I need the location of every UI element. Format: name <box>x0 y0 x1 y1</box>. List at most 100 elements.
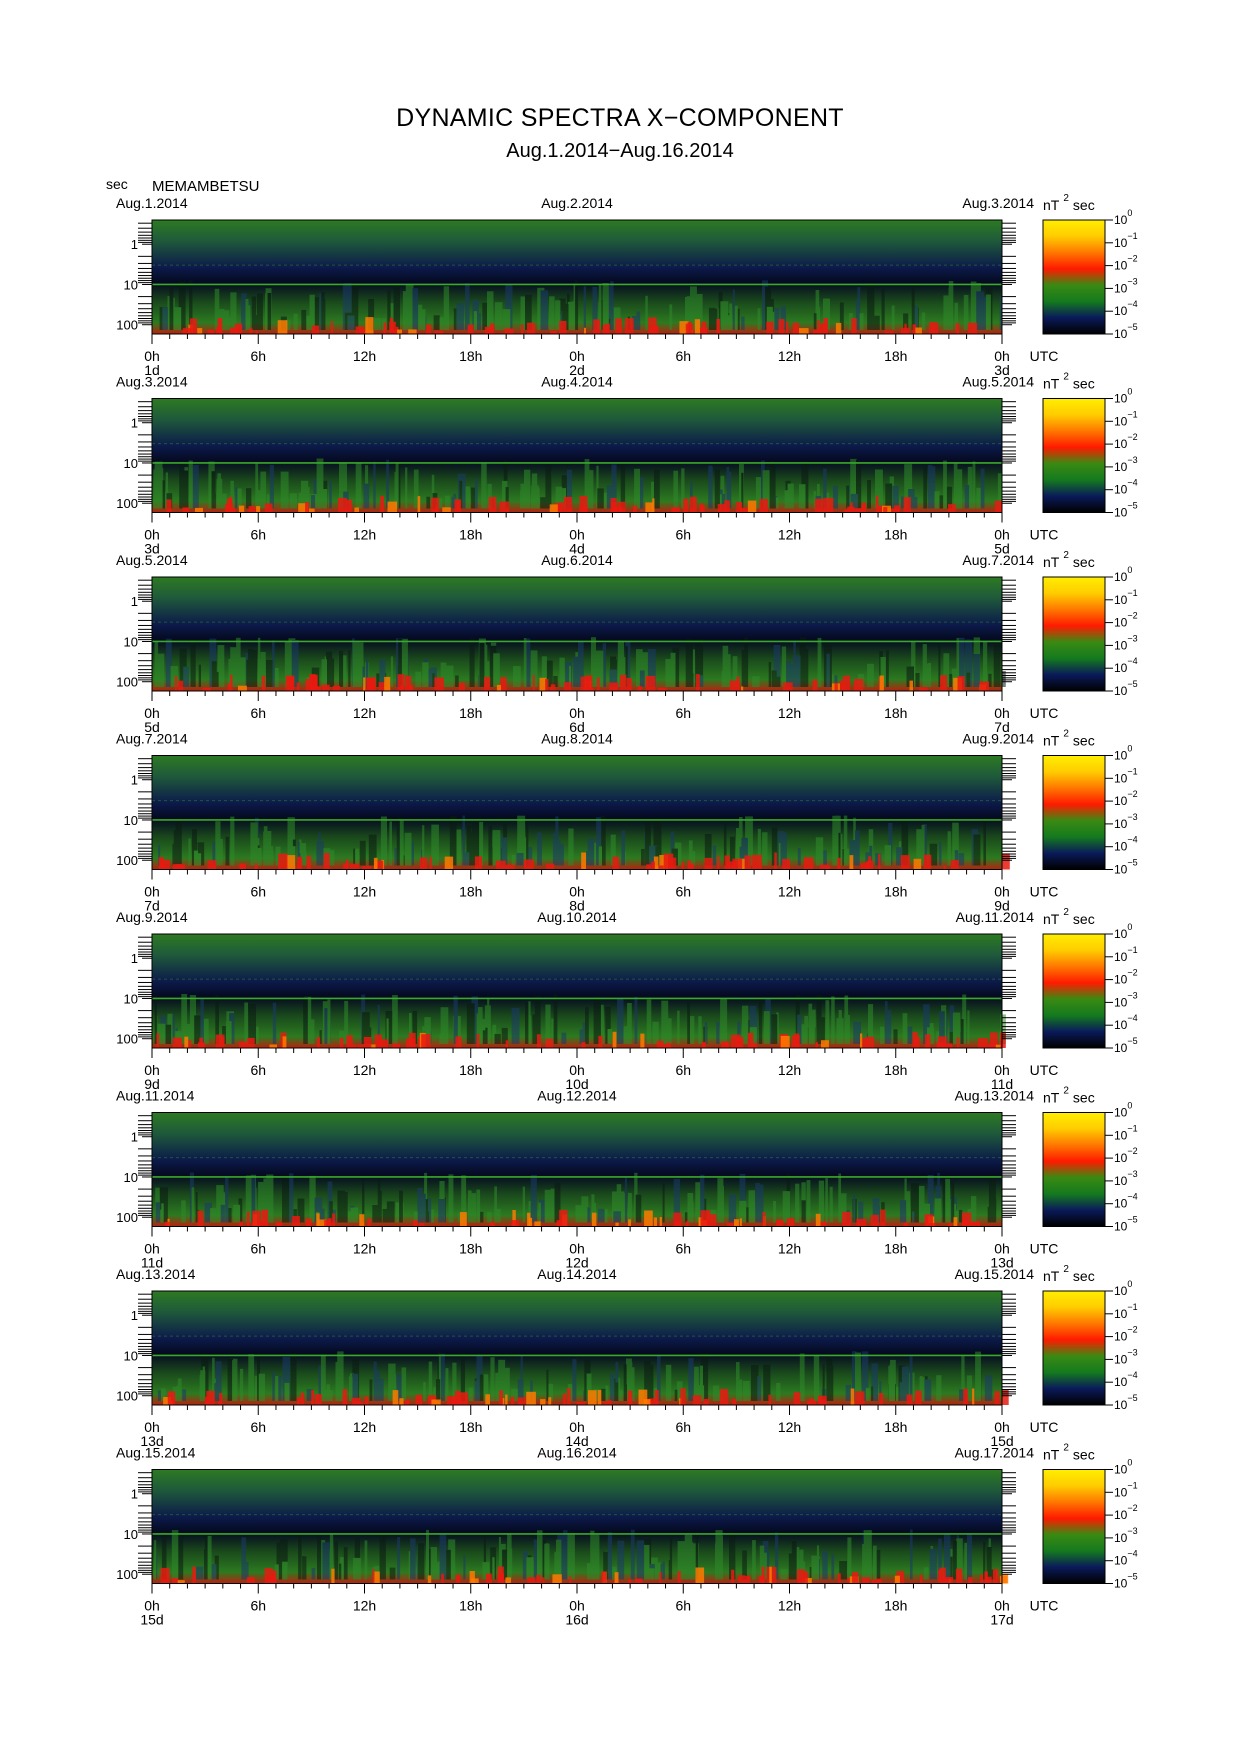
colorbar: nT 2 sec 100 10−1 10−2 10−3 10−4 10−5 <box>1042 193 1138 341</box>
day-label: 12d <box>565 1255 588 1271</box>
x-tick-label: 0h <box>569 1598 585 1614</box>
y-axis: 1 10 100 <box>116 1293 1016 1404</box>
y-axis: 1 10 100 <box>116 758 1016 868</box>
panel-date-right: Aug.11.2014 <box>956 909 1035 925</box>
x-tick-label: 6h <box>675 1062 691 1078</box>
x-tick-label: 6h <box>250 1598 266 1614</box>
colorbar-tick-label: 10−5 <box>1114 1572 1138 1591</box>
colorbar-tick-label: 10−3 <box>1114 455 1138 474</box>
x-tick-label: 6h <box>675 884 691 900</box>
colorbar-tick-label: 10−2 <box>1114 1503 1138 1522</box>
colorbar-tick-label: 100 <box>1114 1458 1132 1477</box>
colorbar-unit: nT 2 sec <box>1043 1264 1095 1284</box>
x-axis-unit: UTC <box>1030 1598 1059 1614</box>
x-tick-label: 0h <box>994 1241 1010 1257</box>
y-tick-label: 100 <box>116 853 138 868</box>
x-axis: 0h 6h 12h 18h 0h 6h 12h 18h 0h UTC 3d 4d 5d <box>144 512 1059 557</box>
low-frequency-noise <box>166 495 1003 513</box>
x-tick-label: 12h <box>778 1062 801 1078</box>
x-tick-label: 6h <box>675 705 691 721</box>
x-tick-label: 0h <box>569 527 585 543</box>
x-tick-label: 0h <box>994 1062 1010 1078</box>
colorbar-tick-label: 10−4 <box>1114 299 1138 318</box>
spectrogram-image <box>152 398 1002 513</box>
panel-date-left: Aug.7.2014 <box>116 731 188 747</box>
spectrogram-panel-4: Aug.7.2014 Aug.8.2014 Aug.9.2014 1 10 100 0h 6h… <box>116 729 1138 914</box>
x-tick-label: 0h <box>569 1062 585 1078</box>
x-tick-label: 0h <box>144 1062 160 1078</box>
spectrogram-texture <box>157 1351 993 1401</box>
x-tick-label: 6h <box>675 1598 691 1614</box>
x-axis-unit: UTC <box>1030 348 1059 364</box>
day-label: 3d <box>144 541 160 557</box>
x-axis: 0h 6h 12h 18h 0h 6h 12h 18h 0h UTC 11d 12d 13d <box>141 1226 1058 1271</box>
x-tick-label: 18h <box>459 705 482 721</box>
day-label: 5d <box>144 719 160 735</box>
panel-date-mid: Aug.10.2014 <box>537 909 617 925</box>
x-tick-label: 0h <box>144 527 160 543</box>
colorbar-tick-label: 10−1 <box>1114 766 1138 785</box>
colorbar-tick-label: 10−5 <box>1114 858 1138 877</box>
y-tick-label: 1 <box>131 1487 138 1502</box>
x-tick-label: 18h <box>884 884 907 900</box>
x-tick-label: 0h <box>144 1419 160 1435</box>
x-axis-unit: UTC <box>1030 527 1059 543</box>
x-tick-label: 6h <box>250 1419 266 1435</box>
colorbar-tick-label: 10−2 <box>1114 968 1138 987</box>
colorbar-tick-label: 100 <box>1114 922 1132 941</box>
y-tick-label: 100 <box>116 1567 138 1582</box>
colorbar-tick-label: 100 <box>1114 387 1132 406</box>
colorbar-gradient <box>1042 933 1106 1049</box>
colorbar-tick-label: 10−5 <box>1114 501 1138 520</box>
panel-date-mid: Aug.6.2014 <box>541 552 613 568</box>
x-tick-label: 6h <box>250 348 266 364</box>
x-tick-label: 12h <box>353 1419 376 1435</box>
x-tick-label: 18h <box>884 1062 907 1078</box>
panel-date-left: Aug.9.2014 <box>116 909 188 925</box>
low-frequency-noise <box>174 674 989 691</box>
x-tick-label: 0h <box>569 705 585 721</box>
x-tick-label: 18h <box>459 527 482 543</box>
x-axis: 0h 6h 12h 18h 0h 6h 12h 18h 0h UTC 7d 8d 9d <box>144 869 1058 914</box>
x-tick-label: 0h <box>569 348 585 364</box>
x-tick-label: 6h <box>250 705 266 721</box>
y-tick-label: 1 <box>131 416 138 431</box>
x-tick-label: 18h <box>459 348 482 364</box>
day-label: 7d <box>144 898 160 914</box>
colorbar-tick-label: 10−1 <box>1114 588 1138 607</box>
spectrogram-panel-5: Aug.9.2014 Aug.10.2014 Aug.11.2014 1 10 100 0h… <box>116 907 1138 1092</box>
x-tick-label: 0h <box>144 884 160 900</box>
colorbar-tick-label: 10−1 <box>1114 1123 1138 1142</box>
x-tick-label: 6h <box>675 1419 691 1435</box>
x-tick-label: 12h <box>353 1241 376 1257</box>
colorbar-tick-label: 10−2 <box>1114 789 1138 808</box>
colorbar-gradient <box>1042 755 1106 870</box>
day-label: 15d <box>990 1433 1013 1449</box>
colorbar-tick-label: 100 <box>1114 1101 1132 1120</box>
x-tick-label: 0h <box>569 1241 585 1257</box>
colorbar-tick-label: 10−2 <box>1114 254 1138 273</box>
y-axis: 1 10 100 <box>116 579 1016 690</box>
colorbar-tick-label: 100 <box>1114 1279 1132 1298</box>
colorbar-tick-label: 100 <box>1114 565 1132 584</box>
x-tick-label: 18h <box>884 1598 907 1614</box>
colorbar: nT 2 sec 100 10−1 10−2 10−3 10−4 10−5 <box>1042 550 1138 698</box>
spectrogram-texture <box>158 815 986 866</box>
colorbar-tick-label: 10−2 <box>1114 611 1138 630</box>
y-tick-label: 1 <box>131 773 138 788</box>
x-tick-label: 18h <box>459 1598 482 1614</box>
colorbar-tick-label: 10−1 <box>1114 409 1138 428</box>
day-label: 17d <box>990 1612 1013 1628</box>
colorbar-tick-label: 10−3 <box>1114 812 1138 831</box>
x-tick-label: 12h <box>353 1598 376 1614</box>
y-tick-label: 100 <box>116 1210 138 1225</box>
x-tick-label: 0h <box>569 884 585 900</box>
spectrogram-texture <box>153 458 1002 509</box>
y-axis: 1 10 100 <box>116 1472 1016 1582</box>
day-label: 5d <box>994 541 1010 557</box>
y-tick-label: 1 <box>131 1130 138 1145</box>
colorbar-tick-label: 10−3 <box>1114 1169 1138 1188</box>
y-tick-label: 1 <box>131 594 138 609</box>
colorbar-tick-label: 10−2 <box>1114 432 1138 451</box>
low-frequency-noise <box>158 852 1010 870</box>
